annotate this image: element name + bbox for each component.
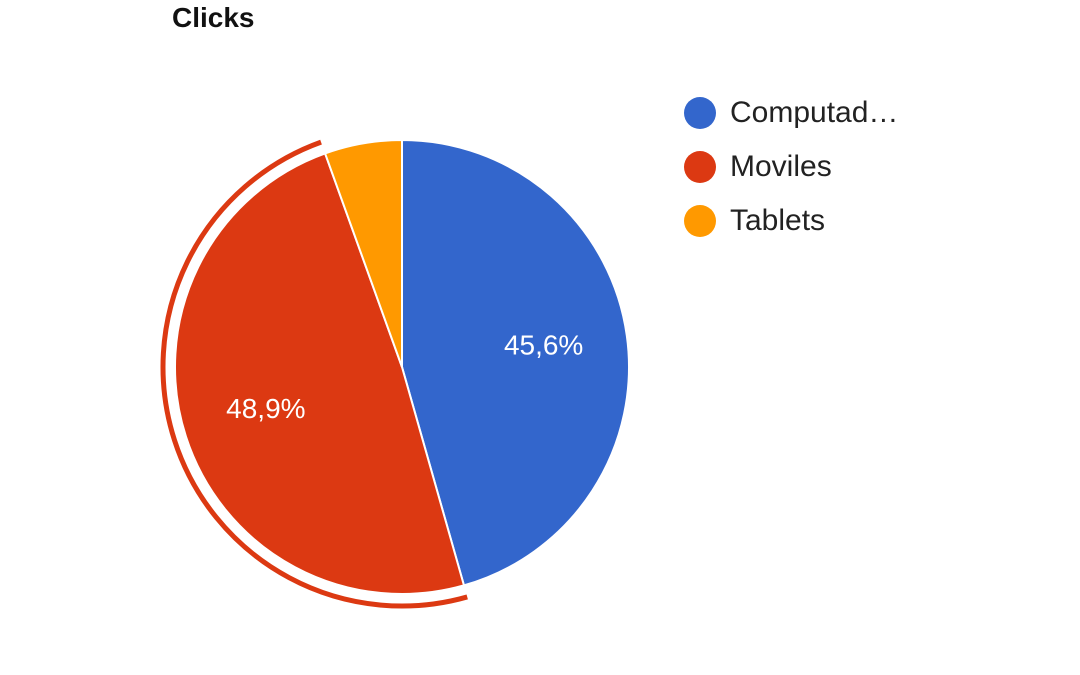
pie-slice-moviles[interactable] — [174, 152, 466, 595]
legend-item[interactable]: Computad… — [684, 86, 898, 140]
legend-item[interactable]: Tablets — [684, 194, 898, 248]
chart-title: Clicks — [172, 2, 255, 33]
legend-label: Computad… — [730, 96, 899, 129]
pie-slice-computad[interactable] — [401, 138, 630, 587]
pie-slice-tablets[interactable] — [323, 138, 403, 368]
highlight-ring — [160, 139, 468, 609]
chart-legend: Computad… Moviles Tablets — [684, 86, 898, 248]
legend-item[interactable]: Moviles — [684, 140, 898, 194]
legend-label: Moviles — [730, 150, 832, 183]
legend-swatch — [684, 205, 716, 237]
legend-swatch — [684, 151, 716, 183]
slice-value-label: 45,6% — [504, 330, 583, 361]
slice-value-label: 48,9% — [226, 393, 305, 424]
legend-swatch — [684, 97, 716, 129]
legend-label: Tablets — [730, 204, 826, 237]
